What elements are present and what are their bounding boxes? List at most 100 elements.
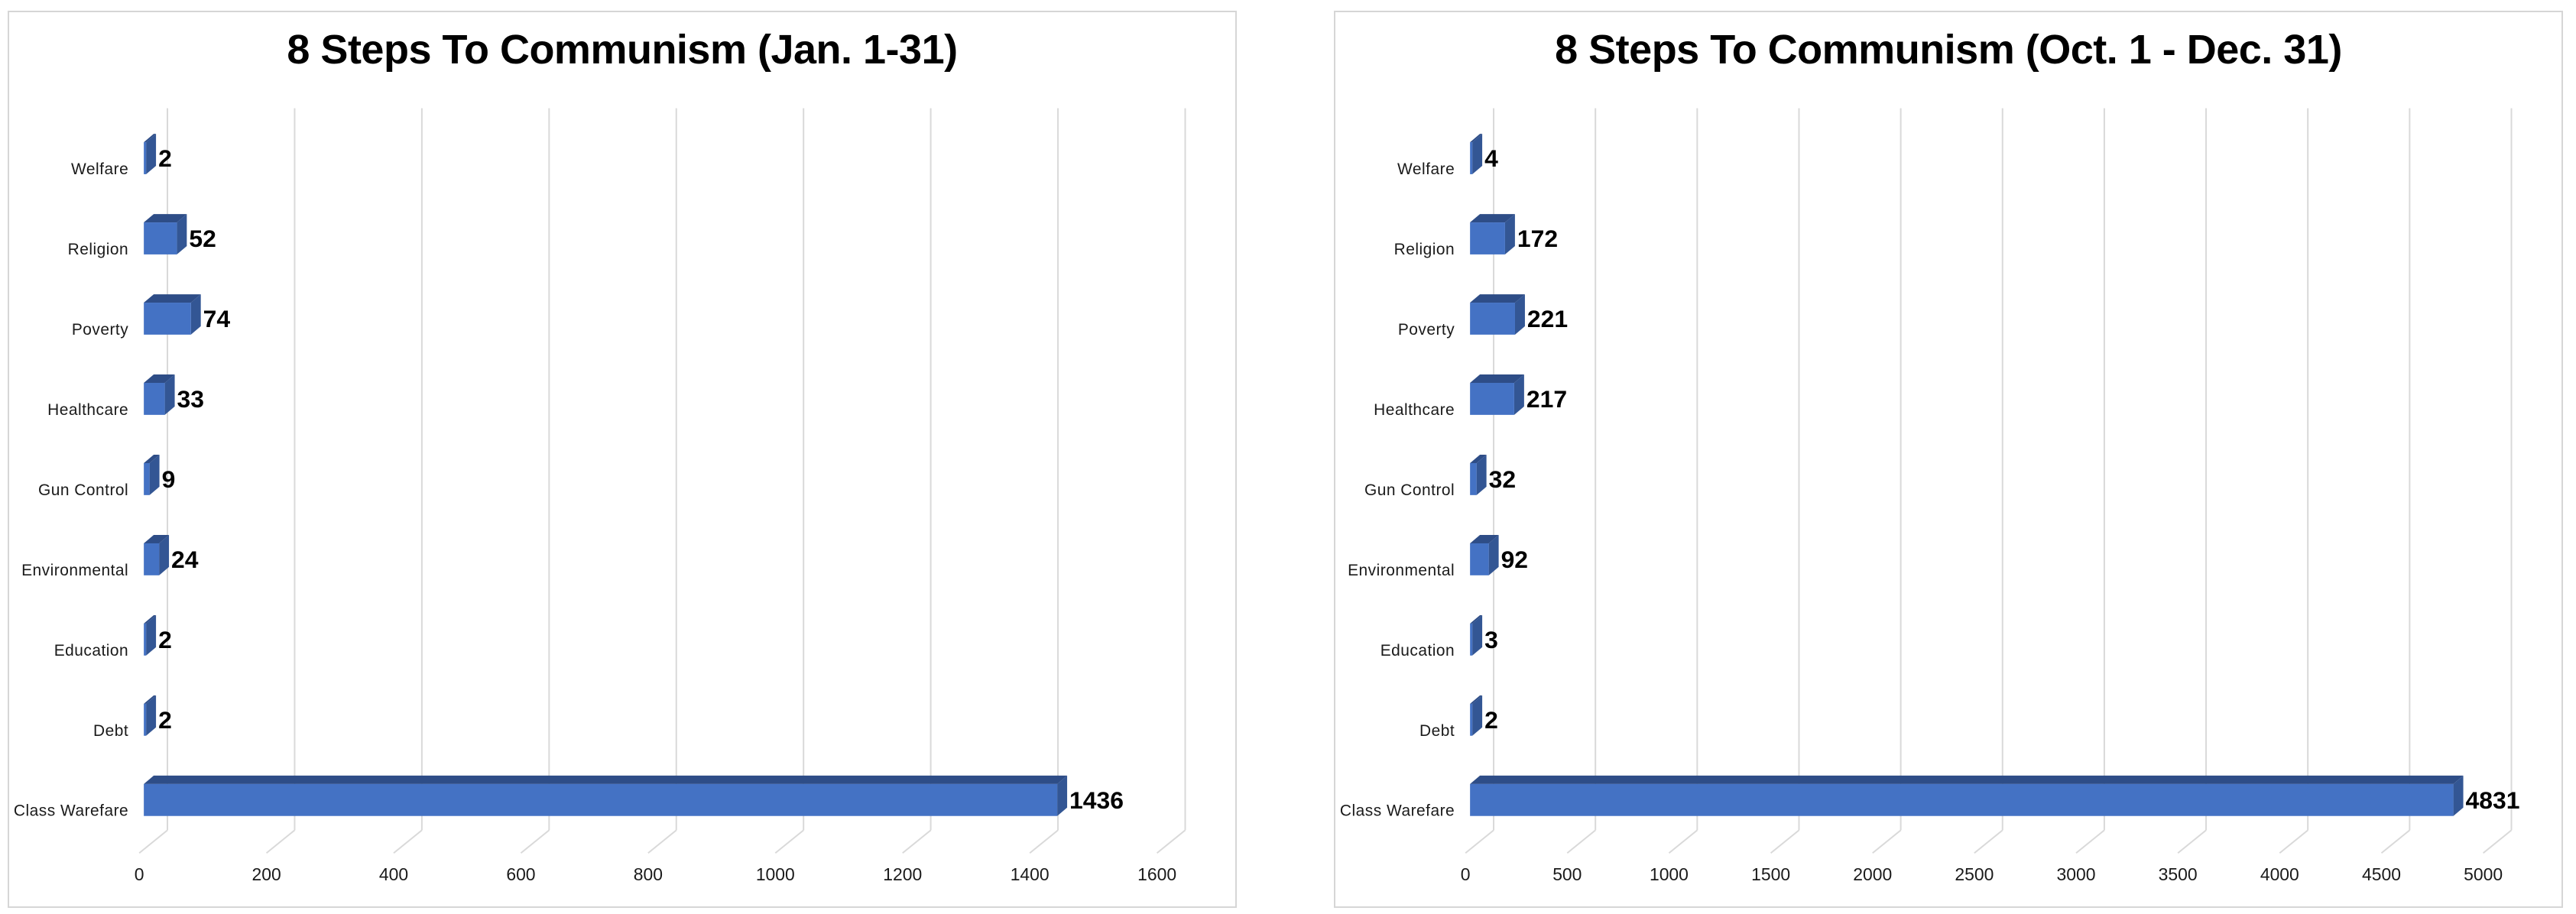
grid-line-foot [2075, 829, 2105, 854]
chart-panel-jan: 0 200 400 600 800 1000 1200 1400 1600 Welfare 2 Rel… [8, 11, 1237, 908]
value-label: 221 [1527, 305, 1568, 332]
x-axis-tick-label: 1500 [1751, 864, 1790, 884]
x-axis-tick-label: 1600 [1137, 864, 1176, 884]
bar-welfare [144, 134, 157, 174]
category-label: Poverty [72, 321, 128, 339]
bar-top-face [1470, 374, 1524, 384]
x-axis-tick-label: 200 [251, 864, 281, 884]
value-label: 9 [162, 465, 176, 493]
x-axis-tick-label: 1400 [1011, 864, 1050, 884]
x-axis-tick-label: 3000 [2057, 864, 2096, 884]
bar-chart-oct-dec: 0 500 1000 1500 2000 2500 3000 3500 4000 4500 5000… [1340, 108, 2520, 884]
value-label: 2 [158, 144, 172, 172]
bar-front-face [144, 222, 177, 254]
bar-side-face [1513, 374, 1524, 415]
category-label: Welfare [71, 160, 128, 178]
bar-environmental [144, 534, 170, 575]
bar-side-face [1472, 614, 1483, 656]
x-axis-tick-label: 4000 [2260, 864, 2299, 884]
grid-line-foot [265, 829, 296, 854]
x-axis-tick-label: 800 [634, 864, 663, 884]
grid-line-foot [1465, 829, 1494, 854]
bar-front-face [1470, 623, 1473, 656]
bar-side-face [164, 374, 175, 415]
grid-line-foot [1872, 829, 1902, 854]
grid-line-foot [393, 829, 423, 854]
bar-front-face [1470, 142, 1473, 174]
grid-line-foot [647, 829, 677, 854]
value-label: 3 [1484, 626, 1498, 653]
bar-top-face [1470, 695, 1483, 704]
bar-top-face [144, 534, 170, 543]
category-label: Education [1380, 642, 1455, 660]
bar-top-face [144, 775, 1068, 784]
grid-line-foot [1029, 829, 1059, 854]
bar-poverty [1470, 294, 1525, 335]
bar-side-face [159, 534, 170, 575]
bar-front-face [1470, 462, 1477, 495]
bar-class-warefare [1470, 775, 2464, 816]
value-label: 4 [1484, 144, 1498, 172]
bar-welfare [1470, 134, 1483, 174]
category-label: Education [54, 642, 128, 660]
bar-side-face [149, 455, 160, 495]
value-label: 32 [1489, 465, 1516, 493]
x-axis-tick-label: 2000 [1853, 864, 1892, 884]
grid-line-foot [2177, 829, 2207, 854]
bar-front-face [1470, 222, 1505, 254]
bar-front-face [1470, 383, 1514, 415]
bar-education [144, 614, 157, 656]
x-axis-tick-label: 5000 [2464, 864, 2503, 884]
grid-line-foot [1770, 829, 1800, 854]
bar-side-face [1476, 455, 1487, 495]
chart-title-jan: 8 Steps To Communism (Jan. 1-31) [287, 27, 958, 73]
bar-front-face [1470, 783, 2454, 816]
x-axis-tick-label: 1000 [756, 864, 795, 884]
value-label: 172 [1517, 225, 1558, 252]
grid-line-foot [520, 829, 550, 854]
grid-line-foot [2482, 829, 2513, 854]
bar-poverty [144, 294, 201, 335]
bar-debt [144, 695, 157, 736]
grid-line-foot [1566, 829, 1596, 854]
bar-front-face [144, 303, 191, 335]
value-label: 4831 [2466, 786, 2520, 814]
bar-religion [1470, 214, 1515, 254]
value-label: 74 [203, 305, 231, 332]
bar-gun-control [1470, 455, 1487, 495]
bar-class-warefare [144, 775, 1068, 816]
bar-top-face [144, 455, 160, 463]
x-axis-tick-label: 1200 [883, 864, 922, 884]
category-label: Religion [1394, 241, 1455, 258]
category-label: Environmental [1348, 562, 1455, 579]
bar-side-face [1504, 214, 1515, 254]
bar-front-face [1470, 703, 1473, 736]
bar-top-face [144, 294, 201, 303]
bar-side-face [146, 695, 157, 736]
category-label: Healthcare [47, 401, 128, 419]
bar-top-face [1470, 214, 1515, 223]
bar-top-face [1470, 614, 1483, 624]
category-label: Gun Control [38, 481, 128, 499]
bar-gun-control [144, 455, 160, 495]
category-label: Healthcare [1374, 401, 1455, 419]
category-label: Poverty [1398, 321, 1455, 339]
bar-front-face [144, 142, 147, 174]
category-label: Gun Control [1364, 481, 1455, 499]
bar-top-face [1470, 455, 1487, 463]
grid-line-foot [138, 829, 168, 854]
value-label: 52 [189, 225, 216, 252]
value-label: 24 [171, 546, 199, 573]
grid-line-foot [1668, 829, 1698, 854]
bar-side-face [1514, 294, 1525, 335]
bar-side-face [1472, 695, 1483, 736]
value-label: 33 [177, 385, 204, 413]
chart-panel-oct-dec: 0 500 1000 1500 2000 2500 3000 3500 4000 4500 5000… [1334, 11, 2563, 908]
bar-side-face [146, 134, 157, 174]
bar-front-face [144, 462, 150, 495]
bar-side-face [1057, 775, 1068, 816]
bar-side-face [1488, 534, 1499, 575]
category-label: Debt [1419, 722, 1455, 740]
bar-top-face [1470, 294, 1525, 303]
x-axis-tick-label: 2500 [1955, 864, 1994, 884]
